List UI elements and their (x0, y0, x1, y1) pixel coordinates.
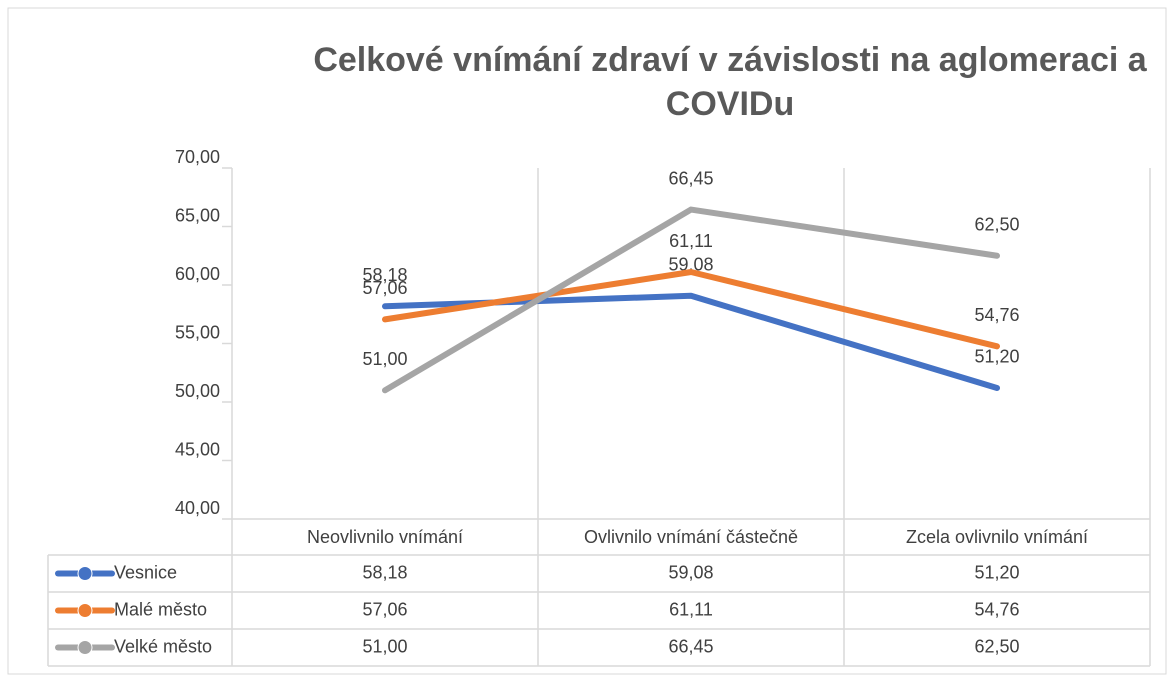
table-cell: 61,11 (669, 599, 713, 619)
legend-marker (77, 640, 93, 655)
y-tick-label: 70,00 (175, 147, 220, 167)
y-tick-label: 60,00 (175, 264, 220, 284)
y-tick-label: 40,00 (175, 498, 220, 518)
table-cell: 51,20 (974, 562, 1019, 582)
data-label: 66,45 (668, 168, 713, 188)
y-tick-label: 55,00 (175, 322, 220, 342)
table-cell: 58,18 (362, 562, 407, 582)
y-tick-label: 50,00 (175, 381, 220, 401)
table-cell: 54,76 (974, 599, 1019, 619)
table-cell: 57,06 (362, 599, 407, 619)
x-tick-label: Neovlivnilo vnímání (307, 527, 463, 547)
legend-marker (77, 566, 93, 581)
data-label: 51,20 (974, 347, 1019, 367)
data-label: 58,18 (362, 265, 407, 285)
y-tick-label: 65,00 (175, 205, 220, 225)
series-line (382, 269, 1000, 350)
series-line (382, 206, 1000, 394)
chart-title: Celkové vnímání zdraví v závislosti na a… (313, 41, 1147, 123)
data-label: 59,08 (668, 255, 713, 275)
legend-label: Velké město (114, 636, 212, 656)
legend-label: Malé město (114, 599, 207, 619)
y-tick-label: 45,00 (175, 439, 220, 459)
data-label: 51,00 (362, 349, 407, 369)
table-cell: 51,00 (362, 636, 407, 656)
table-cell: 59,08 (668, 562, 713, 582)
legend-label: Vesnice (114, 562, 177, 582)
table-cell: 62,50 (974, 636, 1019, 656)
legend-marker (77, 603, 93, 618)
x-tick-label: Ovlivnilo vnímání částečně (584, 527, 798, 547)
data-label: 54,76 (974, 305, 1019, 325)
data-label: 57,06 (362, 278, 407, 298)
table-cell: 66,45 (668, 636, 713, 656)
data-label: 61,11 (669, 231, 713, 251)
data-label: 62,50 (974, 215, 1019, 235)
x-tick-label: Zcela ovlivnilo vnímání (906, 527, 1088, 547)
